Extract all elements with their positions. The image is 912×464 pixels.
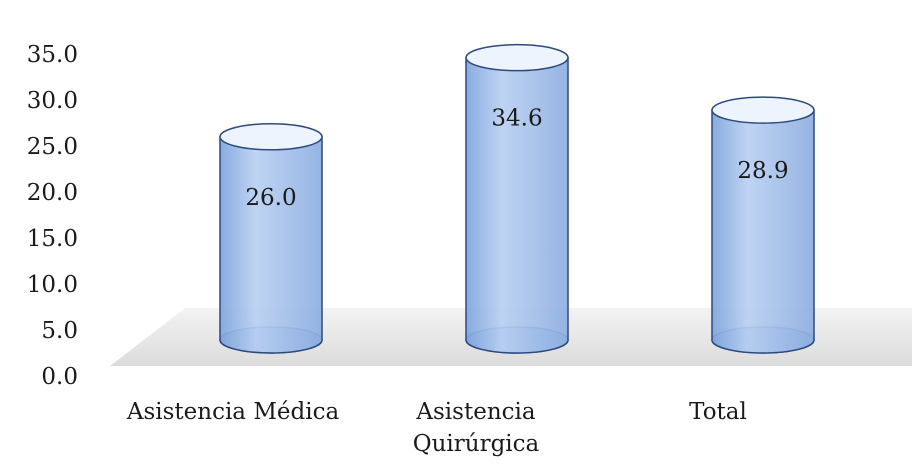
x-category-label: Asistencia Quirúrgica (413, 399, 540, 457)
bar-value-label: 34.6 (491, 106, 542, 132)
bar-body (465, 56, 569, 354)
y-tick-label: 25.0 (27, 134, 78, 160)
y-tick-label: 0.0 (41, 364, 78, 390)
bar-value-label: 26.0 (245, 185, 296, 211)
bar-top-ellipse (219, 123, 323, 151)
bar-top-ellipse (711, 96, 815, 124)
bars-group: 26.0 34.6 28.9 (219, 43, 815, 354)
y-tick-label: 20.0 (27, 180, 78, 206)
x-category-label: Total (689, 399, 747, 425)
bar-cylinder: 34.6 (465, 43, 569, 354)
y-tick-label: 10.0 (27, 272, 78, 298)
bar-body (219, 136, 323, 354)
y-axis: 0.0 5.0 10.0 15.0 20.0 25.0 30.0 35.0 (27, 42, 78, 390)
bar-cylinder: 28.9 (711, 96, 815, 354)
y-tick-label: 5.0 (41, 318, 78, 344)
x-category-line: Asistencia Médica (126, 399, 340, 425)
bar-value-label: 28.9 (737, 158, 788, 184)
y-tick-label: 15.0 (27, 226, 78, 252)
x-category-line: Quirúrgica (413, 431, 540, 457)
bar-body (711, 109, 815, 354)
x-axis: Asistencia Médica Asistencia Quirúrgica Tot… (126, 399, 747, 457)
y-tick-label: 30.0 (27, 88, 78, 114)
x-category-label: Asistencia Médica (126, 399, 340, 425)
x-category-line: Total (689, 399, 747, 425)
y-tick-label: 35.0 (27, 42, 78, 68)
bar-cylinder: 26.0 (219, 123, 323, 354)
bar-top-ellipse (465, 43, 569, 72)
x-category-line: Asistencia (415, 399, 535, 425)
